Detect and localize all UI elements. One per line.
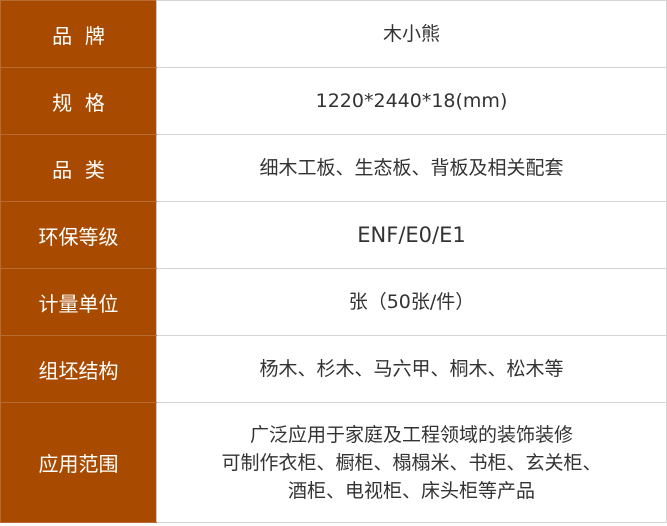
spec-row-brand: 品 牌 木小熊 — [0, 0, 667, 68]
value-line: 酒柜、电视柜、床头柜等产品 — [287, 479, 535, 502]
spec-row-unit: 计量单位 张（50张/件） — [0, 268, 667, 336]
spec-row-size: 规 格 1220*2440*18(mm) — [0, 67, 667, 135]
spec-value: 细木工板、生态板、背板及相关配套 — [156, 134, 667, 202]
spec-value: 广泛应用于家庭及工程领域的装饰装修 可制作衣柜、橱柜、榻榻米、书柜、玄关柜、 酒… — [156, 402, 667, 523]
spec-label: 应用范围 — [0, 402, 157, 523]
spec-value: 1220*2440*18(mm) — [156, 67, 667, 135]
spec-row-category: 品 类 细木工板、生态板、背板及相关配套 — [0, 134, 667, 202]
value-line: 可制作衣柜、橱柜、榻榻米、书柜、玄关柜、 — [221, 451, 602, 474]
spec-value: 木小熊 — [156, 0, 667, 68]
spec-label: 计量单位 — [0, 268, 157, 336]
spec-value: ENF/E0/E1 — [156, 201, 667, 269]
spec-row-structure: 组坯结构 杨木、杉木、马六甲、桐木、松木等 — [0, 335, 667, 403]
spec-label: 品 牌 — [0, 0, 157, 68]
spec-label: 规 格 — [0, 67, 157, 135]
spec-value: 张（50张/件） — [156, 268, 667, 336]
spec-row-application: 应用范围 广泛应用于家庭及工程领域的装饰装修 可制作衣柜、橱柜、榻榻米、书柜、玄… — [0, 402, 667, 523]
value-line: 广泛应用于家庭及工程领域的装饰装修 — [249, 423, 573, 446]
spec-row-eco-grade: 环保等级 ENF/E0/E1 — [0, 201, 667, 269]
spec-label: 品 类 — [0, 134, 157, 202]
spec-value: 杨木、杉木、马六甲、桐木、松木等 — [156, 335, 667, 403]
spec-label: 组坯结构 — [0, 335, 157, 403]
spec-label: 环保等级 — [0, 201, 157, 269]
